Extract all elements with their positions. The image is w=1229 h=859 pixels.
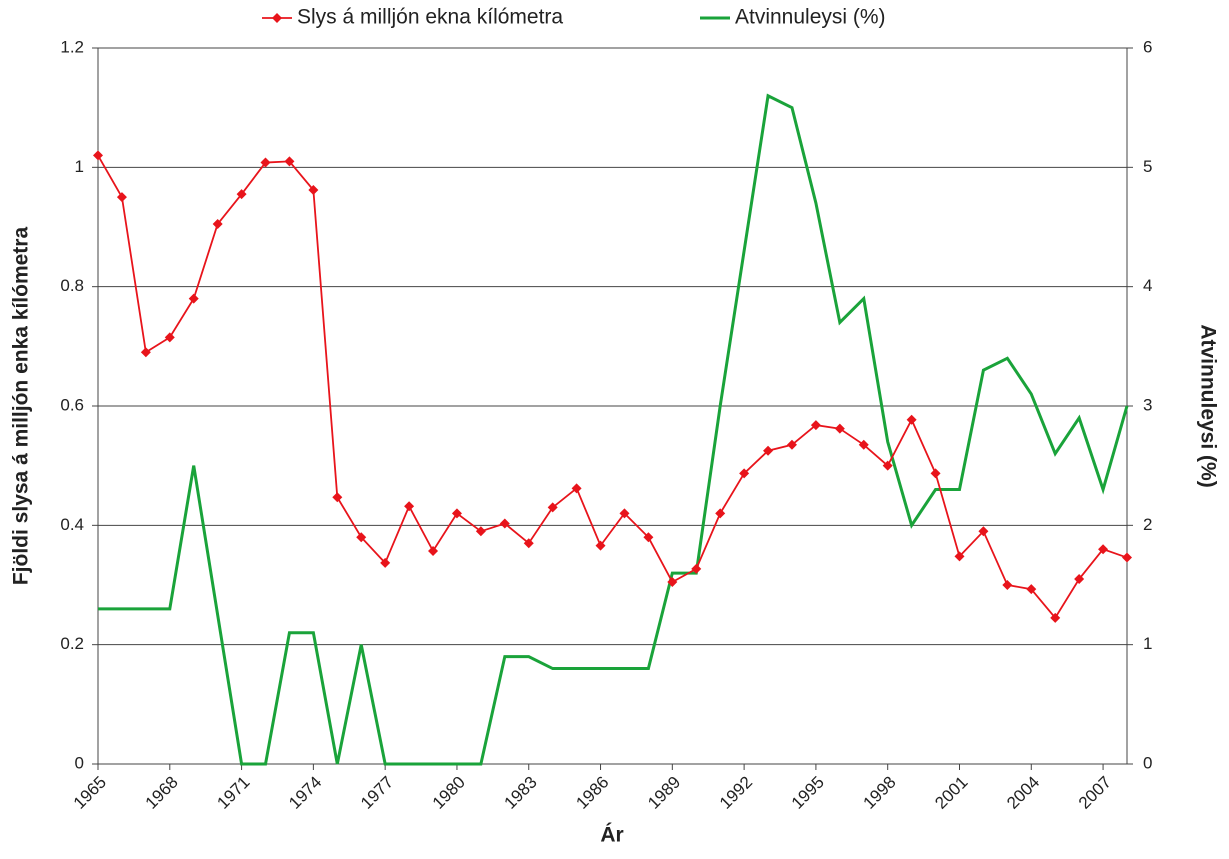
data-point: [1002, 580, 1013, 590]
series-line: [98, 93, 1129, 766]
data-point: [284, 156, 295, 167]
data-point: [499, 518, 510, 529]
data-point: [140, 347, 151, 358]
data-point: [954, 551, 965, 562]
data-point: [810, 420, 821, 431]
data-point: [428, 545, 439, 556]
data-point: [667, 577, 678, 588]
data-point: [834, 423, 845, 434]
x-tick-label: 1983: [501, 773, 541, 813]
y-tick-label: 0: [75, 753, 84, 772]
y-tick-label: 0.6: [60, 395, 84, 414]
data-point: [739, 468, 750, 479]
x-tick-label: 1977: [357, 773, 397, 813]
y2-axis-title: Atvinnuleysi (%): [1196, 324, 1219, 487]
data-point: [236, 189, 247, 200]
data-point: [571, 483, 582, 494]
x-tick-label: 1980: [429, 773, 469, 813]
data-point: [1026, 584, 1037, 595]
data-point: [1074, 574, 1085, 585]
x-tick-label: 1989: [644, 773, 684, 813]
x-tick-label: 2001: [931, 773, 971, 813]
y-tick-label: 0.2: [60, 634, 84, 653]
data-point: [858, 439, 869, 450]
x-tick-label: 1974: [285, 773, 325, 813]
legend-marker: [272, 13, 282, 23]
data-point: [212, 219, 223, 230]
data-point: [619, 508, 630, 519]
series-line: [97, 154, 1128, 620]
data-point: [1122, 552, 1132, 563]
data-point: [116, 192, 127, 203]
data-point: [260, 157, 271, 168]
x-tick-label: 2004: [1003, 773, 1043, 813]
x-tick-label: 1965: [70, 773, 110, 813]
data-point: [1098, 544, 1109, 555]
y2-tick-label: 5: [1143, 157, 1152, 176]
data-point: [595, 540, 606, 551]
legend-label: Slys á milljón ekna kílómetra: [297, 6, 563, 29]
data-point: [786, 439, 797, 450]
data-point: [164, 332, 175, 343]
y-tick-label: 1.2: [60, 37, 84, 56]
x-tick-label: 1995: [788, 773, 828, 813]
y2-tick-label: 4: [1143, 276, 1152, 295]
data-point: [93, 150, 103, 161]
data-point: [332, 492, 343, 503]
data-point: [380, 557, 391, 568]
y2-tick-label: 3: [1143, 395, 1152, 414]
x-tick-label: 2007: [1075, 773, 1115, 813]
data-point: [188, 293, 199, 304]
data-point: [475, 526, 486, 537]
data-point: [404, 501, 415, 512]
data-point: [906, 414, 917, 425]
y2-tick-label: 2: [1143, 515, 1152, 534]
y-tick-label: 0.8: [60, 276, 84, 295]
data-point: [978, 526, 989, 537]
data-point: [451, 508, 462, 519]
y-tick-label: 0.4: [60, 515, 84, 534]
x-tick-label: 1998: [860, 773, 900, 813]
data-point: [715, 508, 726, 519]
data-point: [308, 185, 319, 196]
x-tick-label: 1992: [716, 773, 756, 813]
y2-tick-label: 6: [1143, 37, 1152, 56]
data-point: [356, 532, 367, 543]
data-point: [547, 502, 558, 513]
x-axis-title: Ár: [600, 824, 623, 847]
x-tick-label: 1986: [572, 773, 612, 813]
y2-tick-label: 1: [1143, 634, 1152, 653]
legend-label: Atvinnuleysi (%): [735, 6, 886, 29]
data-point: [763, 445, 774, 456]
data-point: [691, 563, 702, 574]
data-point: [1050, 612, 1061, 623]
x-tick-label: 1971: [213, 773, 253, 813]
data-point: [523, 538, 534, 549]
x-tick-label: 1968: [142, 773, 182, 813]
y2-tick-label: 0: [1143, 753, 1152, 772]
y-tick-label: 1: [75, 157, 84, 176]
data-point: [882, 460, 893, 471]
y-axis-title: Fjöldi slysa á milljón enka kílómetra: [10, 227, 33, 586]
data-point: [930, 468, 941, 479]
data-point: [643, 532, 654, 543]
